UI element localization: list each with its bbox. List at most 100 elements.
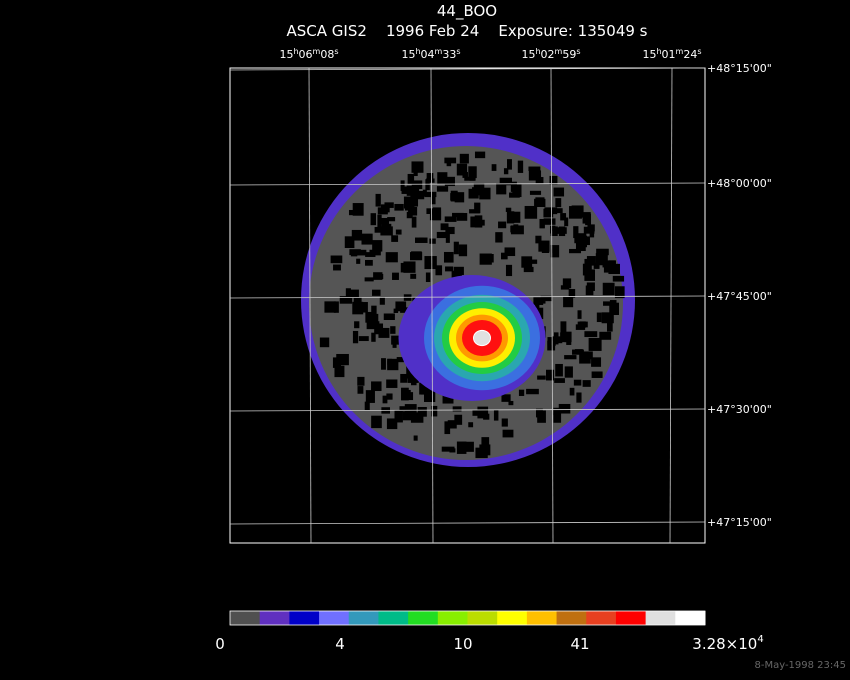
noise-blob <box>452 406 462 412</box>
noise-blob <box>493 409 499 421</box>
noise-blob <box>584 331 598 338</box>
noise-blob <box>529 190 542 195</box>
noise-blob <box>555 363 563 377</box>
noise-blob <box>586 282 595 291</box>
colorbar-label: 10 <box>453 635 472 653</box>
noise-blob <box>555 198 562 208</box>
colorbar-swatch <box>230 611 261 625</box>
dec-label: +47°45'00" <box>707 290 772 303</box>
noise-blob <box>462 172 468 178</box>
noise-blob <box>452 212 464 218</box>
noise-blob <box>407 173 415 185</box>
noise-blob <box>424 256 437 270</box>
noise-blob <box>593 262 600 269</box>
noise-blob <box>526 388 539 395</box>
colorbar-swatch <box>348 611 379 625</box>
noise-blob <box>441 446 455 452</box>
noise-blob <box>602 282 615 296</box>
noise-blob <box>599 331 612 340</box>
noise-blob <box>372 240 383 252</box>
noise-blob <box>518 389 525 396</box>
noise-blob <box>425 179 430 191</box>
noise-blob <box>479 187 491 200</box>
noise-blob <box>551 208 563 214</box>
noise-blob <box>445 226 455 235</box>
noise-blob <box>420 386 426 395</box>
colorbar-swatch <box>378 611 409 625</box>
colorbar-swatch <box>526 611 558 625</box>
noise-blob <box>431 405 438 417</box>
noise-blob <box>472 187 477 197</box>
noise-blob <box>400 180 405 191</box>
noise-blob <box>437 172 448 184</box>
noise-blob <box>394 203 404 211</box>
noise-blob <box>560 213 567 221</box>
noise-blob <box>469 209 480 214</box>
noise-blob <box>607 318 613 332</box>
noise-blob <box>537 410 546 423</box>
noise-blob <box>390 326 396 334</box>
dec-label: +48°00'00" <box>707 177 772 190</box>
noise-blob <box>577 235 587 248</box>
noise-blob <box>386 418 398 430</box>
noise-blob <box>468 422 474 428</box>
colorbar-swatch <box>259 611 290 625</box>
noise-blob <box>453 241 459 255</box>
noise-blob <box>377 217 389 225</box>
noise-blob <box>579 353 591 364</box>
noise-blob <box>411 379 417 386</box>
noise-blob <box>562 278 572 289</box>
noise-blob <box>449 448 456 453</box>
noise-blob <box>405 406 415 418</box>
noise-blob <box>440 223 449 231</box>
ra-label-part: 24 <box>683 48 697 61</box>
noise-blob <box>336 353 349 366</box>
noise-blob <box>444 421 451 435</box>
noise-blob <box>384 202 394 208</box>
colorbar-swatch <box>675 611 706 625</box>
colorbar-label-part: 4 <box>335 635 345 653</box>
noise-blob <box>401 186 414 194</box>
noise-blob <box>569 387 575 396</box>
noise-blob <box>349 249 361 256</box>
noise-blob <box>473 183 485 196</box>
noise-blob <box>477 406 489 419</box>
dec-label: +48°15'00" <box>707 62 772 75</box>
noise-blob <box>543 218 556 225</box>
noise-blob <box>585 213 592 226</box>
noise-blob <box>392 272 399 280</box>
noise-blob <box>591 357 602 367</box>
noise-blob <box>401 392 414 401</box>
noise-blob <box>319 337 330 348</box>
noise-blob <box>521 256 533 268</box>
ra-label-part: h <box>535 47 540 56</box>
colorbar-swatch <box>437 611 468 625</box>
noise-blob <box>444 176 455 187</box>
noise-blob <box>435 265 443 276</box>
noise-blob <box>546 369 555 381</box>
colorbar-label: 3.28×104 <box>692 634 763 653</box>
source-core <box>474 331 490 345</box>
noise-blob <box>572 349 584 355</box>
labels: 15h06m08s 15h04m33s 15h02m59s 15h01m24s+48°… <box>215 47 772 653</box>
noise-blob <box>591 371 603 378</box>
noise-blob <box>365 252 376 257</box>
ra-label: 15h04m33s <box>401 47 460 61</box>
noise-blob <box>325 304 336 312</box>
noise-blob <box>474 151 486 159</box>
noise-blob <box>553 413 562 423</box>
ra-label-part: 33 <box>442 48 456 61</box>
noise-blob <box>408 206 418 216</box>
ra-line <box>669 67 673 544</box>
noise-blob <box>481 437 490 450</box>
colorbar-swatch <box>556 611 587 625</box>
timestamp: 8-May-1998 23:45 <box>754 660 846 671</box>
noise-blob <box>383 313 395 320</box>
noise-blob <box>361 233 373 245</box>
noise-blob <box>560 321 567 334</box>
noise-blob <box>406 211 413 219</box>
noise-blob <box>444 216 457 222</box>
noise-blob <box>500 252 508 260</box>
noise-blob <box>411 216 417 228</box>
